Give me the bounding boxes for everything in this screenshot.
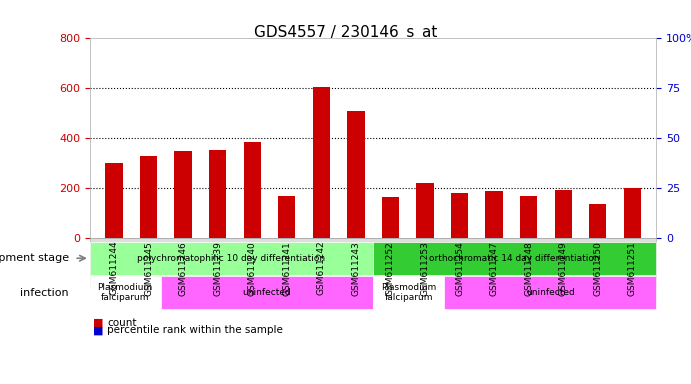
Bar	[485, 190, 502, 238]
Point	[350, 61, 361, 68]
Bar	[105, 163, 123, 238]
Point	[558, 73, 569, 79]
Bar	[278, 195, 295, 238]
Point	[108, 71, 120, 78]
Point	[627, 75, 638, 81]
Point	[247, 67, 258, 73]
Point	[419, 75, 430, 81]
Bar	[174, 151, 191, 238]
Point	[489, 75, 500, 81]
Bar	[623, 188, 641, 238]
Text: GDS4557 / 230146_s_at: GDS4557 / 230146_s_at	[254, 25, 437, 41]
Point	[454, 75, 465, 81]
Text: development stage: development stage	[0, 253, 69, 263]
Point	[143, 69, 154, 75]
Point	[385, 77, 396, 83]
Point	[178, 69, 189, 75]
Bar	[347, 111, 364, 238]
Point	[212, 69, 223, 75]
Bar	[312, 87, 330, 238]
Point	[316, 59, 327, 65]
Text: orthochromatic 14 day differentiation: orthochromatic 14 day differentiation	[430, 254, 600, 263]
Bar	[416, 183, 434, 238]
Point	[523, 75, 534, 81]
Text: count: count	[107, 318, 137, 328]
Point	[281, 77, 292, 83]
Text: percentile rank within the sample: percentile rank within the sample	[107, 325, 283, 335]
Bar	[520, 195, 537, 238]
Bar	[589, 204, 606, 238]
Bar	[554, 190, 571, 238]
Text: Plasmodium
falciparum: Plasmodium falciparum	[381, 283, 436, 303]
Text: uninfected: uninfected	[243, 288, 292, 297]
Point	[592, 81, 603, 88]
Bar	[243, 142, 261, 238]
Text: uninfected: uninfected	[526, 288, 575, 297]
Bar	[140, 156, 158, 238]
Text: polychromatophilic 10 day differentiation: polychromatophilic 10 day differentiatio…	[138, 254, 325, 263]
Text: infection: infection	[21, 288, 69, 298]
Text: Plasmodium
falciparum: Plasmodium falciparum	[97, 283, 153, 303]
Text: ■: ■	[93, 325, 104, 335]
Text: ■: ■	[93, 318, 104, 328]
Bar	[381, 197, 399, 238]
Bar	[209, 150, 226, 238]
Bar	[451, 193, 468, 238]
